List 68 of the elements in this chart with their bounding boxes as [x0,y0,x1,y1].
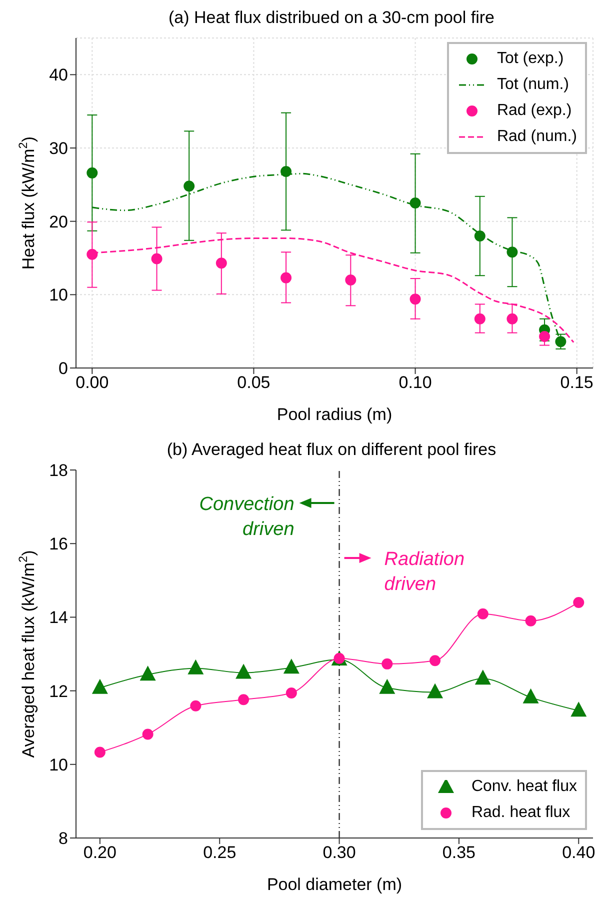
y-tick-label: 20 [49,212,68,232]
point [474,313,486,324]
y-tick-label: 40 [49,66,68,85]
annotation: Convection driven [199,494,294,540]
point [280,272,292,284]
legend-label: Rad (num.) [496,128,577,146]
x-tick-label: 0.00 [76,373,109,392]
y-tick-label: 18 [49,461,68,480]
y-tick-label: 8 [58,829,68,848]
y-tick-label: 12 [49,682,68,701]
x-tick-label: 0.40 [562,843,596,862]
point [474,670,491,685]
legend-label: Rad. heat flux [471,804,570,822]
point [506,246,518,258]
annotation: Radiation driven [384,549,465,595]
point [522,688,539,704]
point [379,678,396,694]
y-tick-label: 14 [49,608,68,628]
x-axis-title: Pool diameter (m) [266,875,402,894]
x-axis-title: Pool radius (m) [276,405,392,424]
x-tick-label: 0.10 [398,373,432,392]
point [280,166,292,177]
point [216,258,227,269]
y-tick-label: 16 [49,534,68,554]
x-tick-label: 0.25 [203,843,236,862]
point [236,664,252,679]
y-tick-label: 0 [58,359,68,378]
point [427,683,444,698]
point [283,658,300,674]
point [190,700,202,712]
x-tick-label: 0.20 [83,843,116,862]
point [382,658,393,670]
legend-label: Tot (num.) [496,76,569,94]
point [151,253,162,264]
point [525,615,536,626]
x-tick-label: 0.30 [322,843,356,862]
point [573,596,584,608]
point [506,313,518,324]
point [238,694,250,706]
point [188,659,204,674]
point [140,666,156,681]
point [539,330,550,342]
point [430,655,441,666]
x-tick-label: 0.15 [560,373,594,392]
chart-title: (a) Heat flux distribued on a 30-cm pool fire [168,8,496,29]
x-tick-label: 0.35 [442,843,476,862]
legend-label: Tot (exp.) [496,50,564,68]
legend-label: Conv. heat flux [471,778,577,796]
y-tick-label: 10 [49,755,68,774]
point [86,167,98,178]
chart-title: (b) Averaged heat flux on different pool fires [166,440,496,459]
x-tick-label: 0.05 [237,373,270,392]
point [410,198,421,208]
point [94,746,106,758]
point [286,688,297,699]
point [570,702,587,717]
point [555,336,566,348]
point [345,274,356,286]
point [92,678,108,694]
point [410,294,421,305]
point [477,608,488,620]
point [474,230,486,242]
y-tick-label: 30 [49,139,68,158]
point [184,180,195,192]
y-tick-label: 10 [49,286,68,305]
point [86,248,98,260]
point [142,728,154,740]
legend-label: Rad (exp.) [496,102,572,120]
